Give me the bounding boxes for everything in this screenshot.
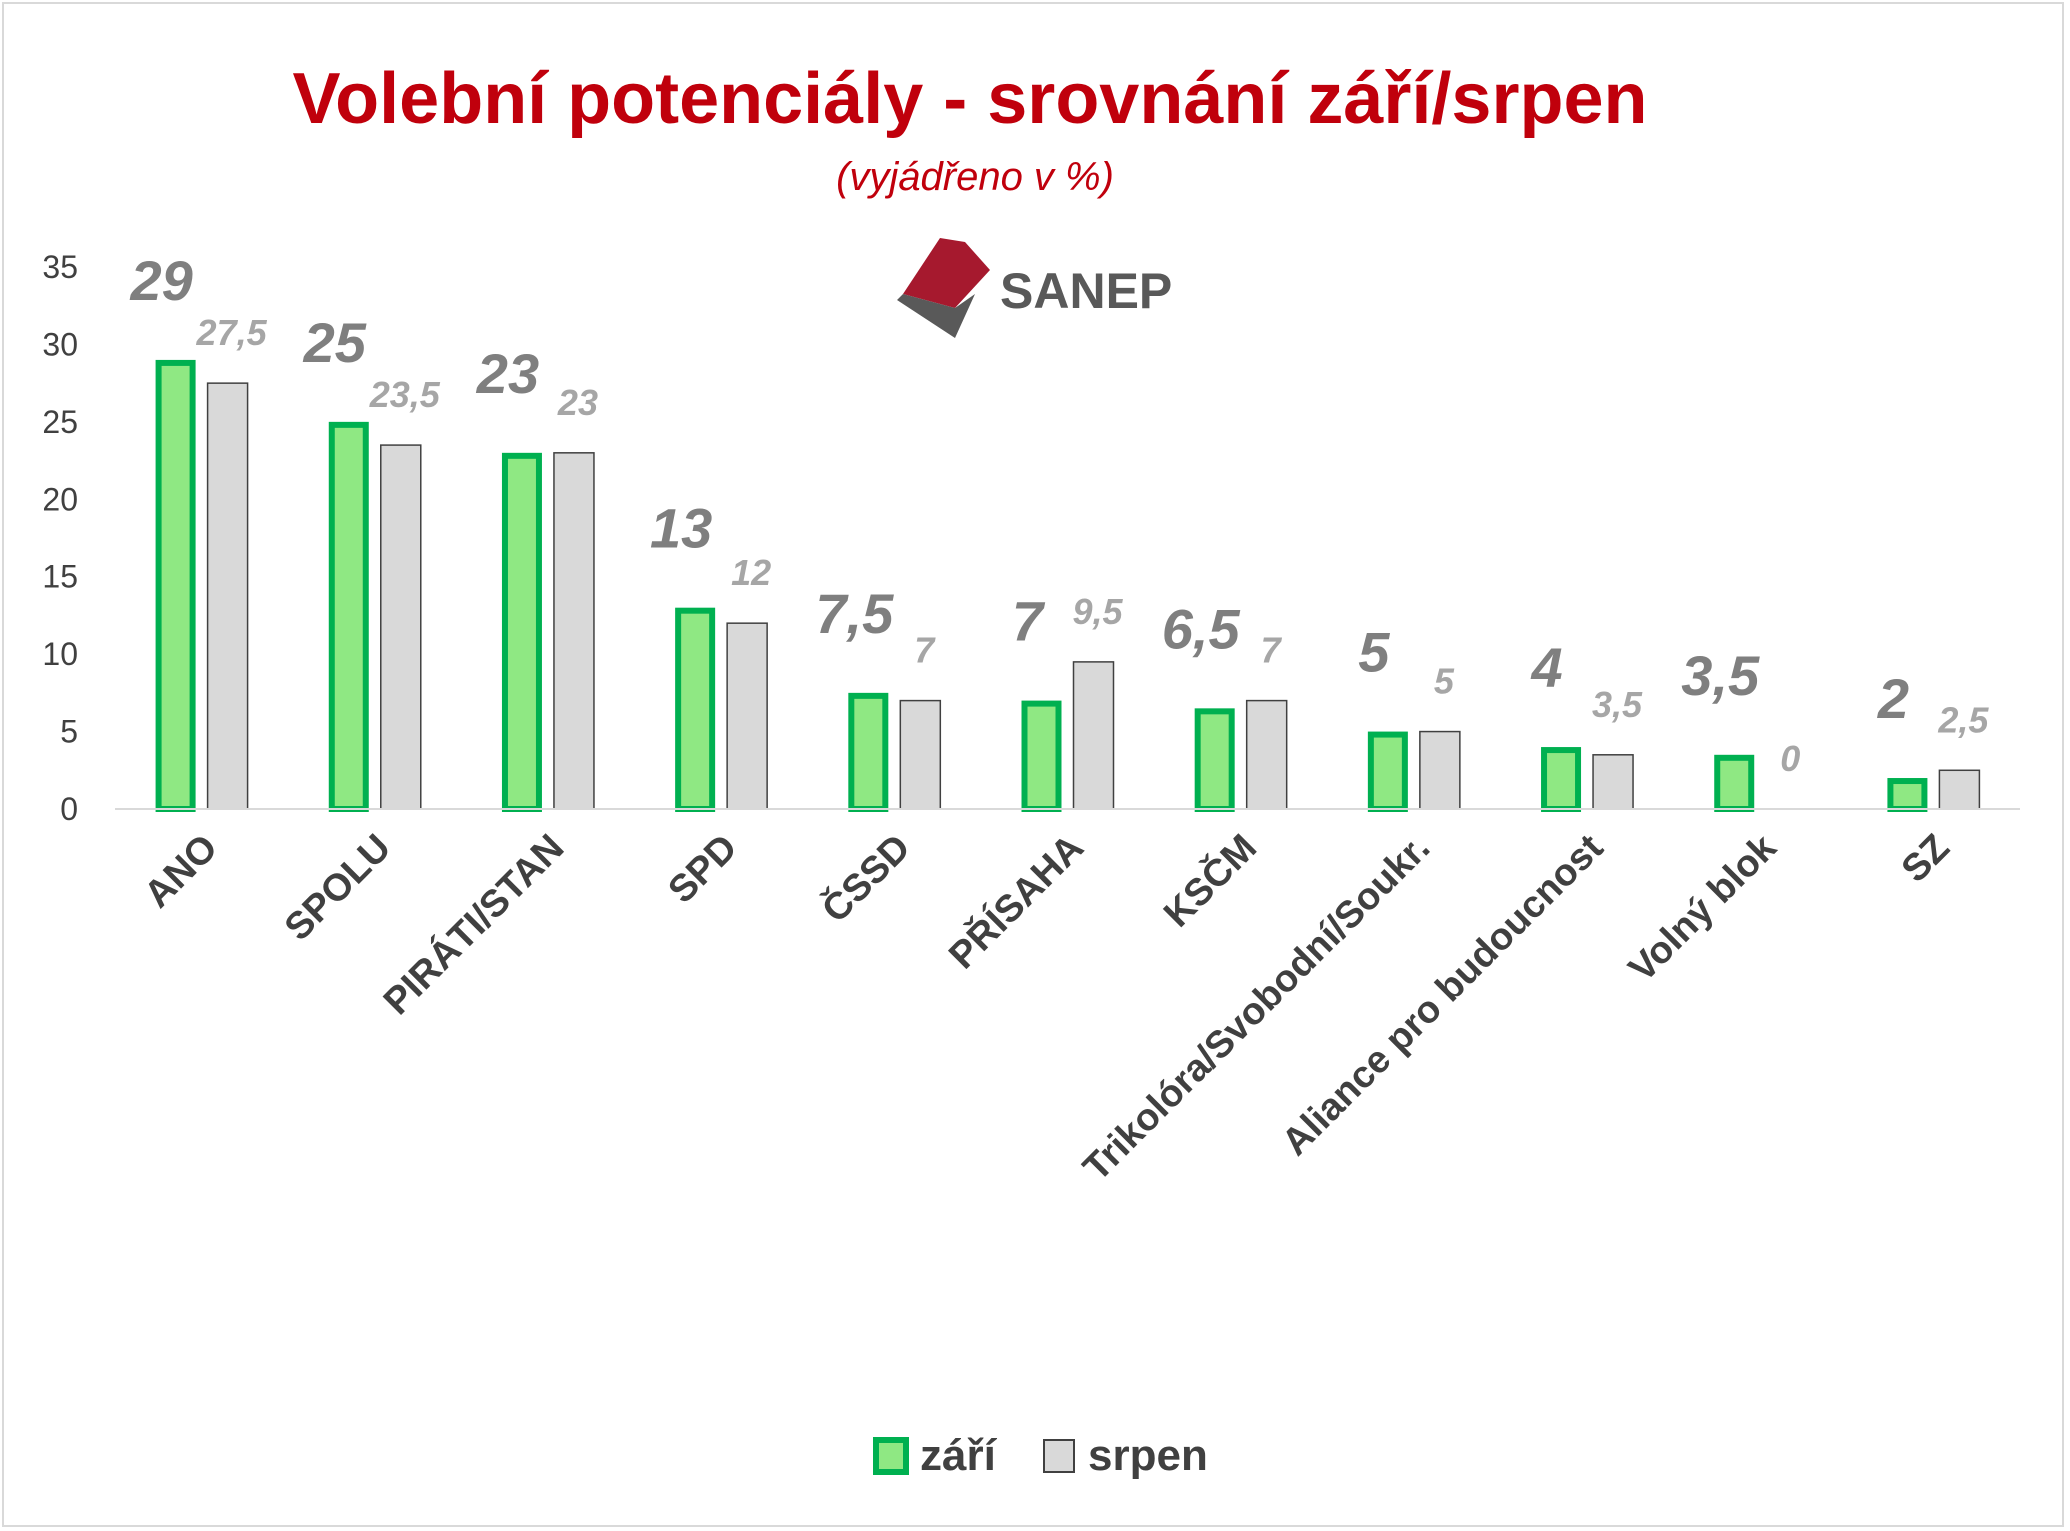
bars-group <box>155 359 1981 813</box>
value-label-zari: 6,5 <box>1162 597 1241 660</box>
value-label-zari: 7 <box>1012 590 1046 653</box>
value-label-srpen: 7 <box>1261 630 1283 671</box>
category-label: SZ <box>1894 827 1958 891</box>
legend-label-zari: září <box>920 1431 998 1480</box>
sanep-logo: SANEP <box>897 238 1172 338</box>
legend-swatch-srpen <box>1043 1439 1075 1473</box>
bar-zari <box>1541 747 1582 812</box>
bar-zari <box>1367 731 1408 812</box>
value-label-zari: 5 <box>1358 621 1390 684</box>
bar-zari <box>1021 700 1062 812</box>
y-tick-label: 20 <box>42 481 78 517</box>
value-label-srpen: 9,5 <box>1072 591 1123 632</box>
bar-zari <box>155 359 196 812</box>
value-label-zari: 7,5 <box>815 582 894 645</box>
value-label-zari: 13 <box>650 497 712 560</box>
bar-srpen <box>899 699 942 810</box>
value-label-srpen: 2,5 <box>1937 699 1989 740</box>
category-label: PŘÍSAHA <box>940 825 1092 977</box>
value-label-srpen: 23,5 <box>369 374 441 415</box>
category-label: Aliance pro budoucnost <box>1274 826 1611 1163</box>
category-label: Volný blok <box>1621 826 1785 990</box>
category-label: ČSSD <box>812 825 918 931</box>
value-label-zari: 23 <box>476 342 539 405</box>
bar-srpen <box>1592 754 1634 810</box>
category-label: KSČM <box>1154 825 1265 936</box>
value-label-srpen: 5 <box>1434 661 1455 702</box>
bar-srpen <box>1419 730 1461 810</box>
category-label: SPOLU <box>277 827 399 949</box>
value-label-srpen: 7 <box>914 630 936 671</box>
category-label: Trikolóra/Svobodní/Soukr. <box>1076 827 1439 1190</box>
y-tick-label: 30 <box>42 326 78 362</box>
bar-zari <box>501 452 542 812</box>
bar-zari <box>1887 778 1928 812</box>
y-tick-label: 15 <box>42 559 78 595</box>
chart-title: Volební potenciály - srovnání září/srpen <box>293 59 1648 139</box>
bar-srpen <box>726 622 768 810</box>
logo-text: SANEP <box>1000 263 1172 319</box>
bar-srpen <box>1072 661 1115 810</box>
bar-zari <box>675 607 716 813</box>
y-axis: 0 5 10 15 20 25 30 35 <box>42 249 78 827</box>
bar-zari <box>848 692 889 812</box>
bar-zari <box>1714 754 1755 812</box>
category-label: ANO <box>137 827 226 916</box>
value-label-srpen: 23 <box>557 382 598 423</box>
value-label-zari: 2 <box>1877 667 1909 730</box>
logo-red-shape <box>903 238 990 308</box>
y-tick-label: 10 <box>42 636 78 672</box>
value-label-srpen: 27,5 <box>196 312 268 353</box>
bar-srpen <box>380 444 422 810</box>
y-tick-label: 35 <box>42 249 78 285</box>
chart-subtitle: (vyjádřeno v %) <box>836 155 1114 199</box>
y-tick-label: 5 <box>60 714 78 750</box>
value-label-zari: 3,5 <box>1681 644 1760 707</box>
bar-srpen <box>1938 769 1981 810</box>
value-label-srpen: 0 <box>1780 738 1800 779</box>
bar-zari <box>1194 708 1235 812</box>
y-tick-label: 0 <box>60 791 78 827</box>
value-label-zari: 4 <box>1530 636 1562 699</box>
bar-srpen <box>553 452 595 810</box>
value-label-srpen: 12 <box>731 552 771 593</box>
bar-srpen <box>206 382 249 810</box>
legend-label-srpen: srpen <box>1088 1431 1208 1480</box>
y-tick-label: 25 <box>42 404 78 440</box>
legend: září srpen <box>873 1431 1208 1480</box>
category-label: PIRÁTI/STAN <box>375 825 573 1023</box>
logo-gray-shape <box>897 294 975 338</box>
category-label: SPD <box>661 827 746 912</box>
bar-srpen <box>1245 699 1288 810</box>
legend-swatch-zari <box>873 1437 909 1475</box>
bar-zari <box>328 421 369 812</box>
value-label-zari: 25 <box>303 311 367 374</box>
value-label-srpen: 3,5 <box>1592 684 1643 725</box>
value-label-zari: 29 <box>129 249 192 312</box>
